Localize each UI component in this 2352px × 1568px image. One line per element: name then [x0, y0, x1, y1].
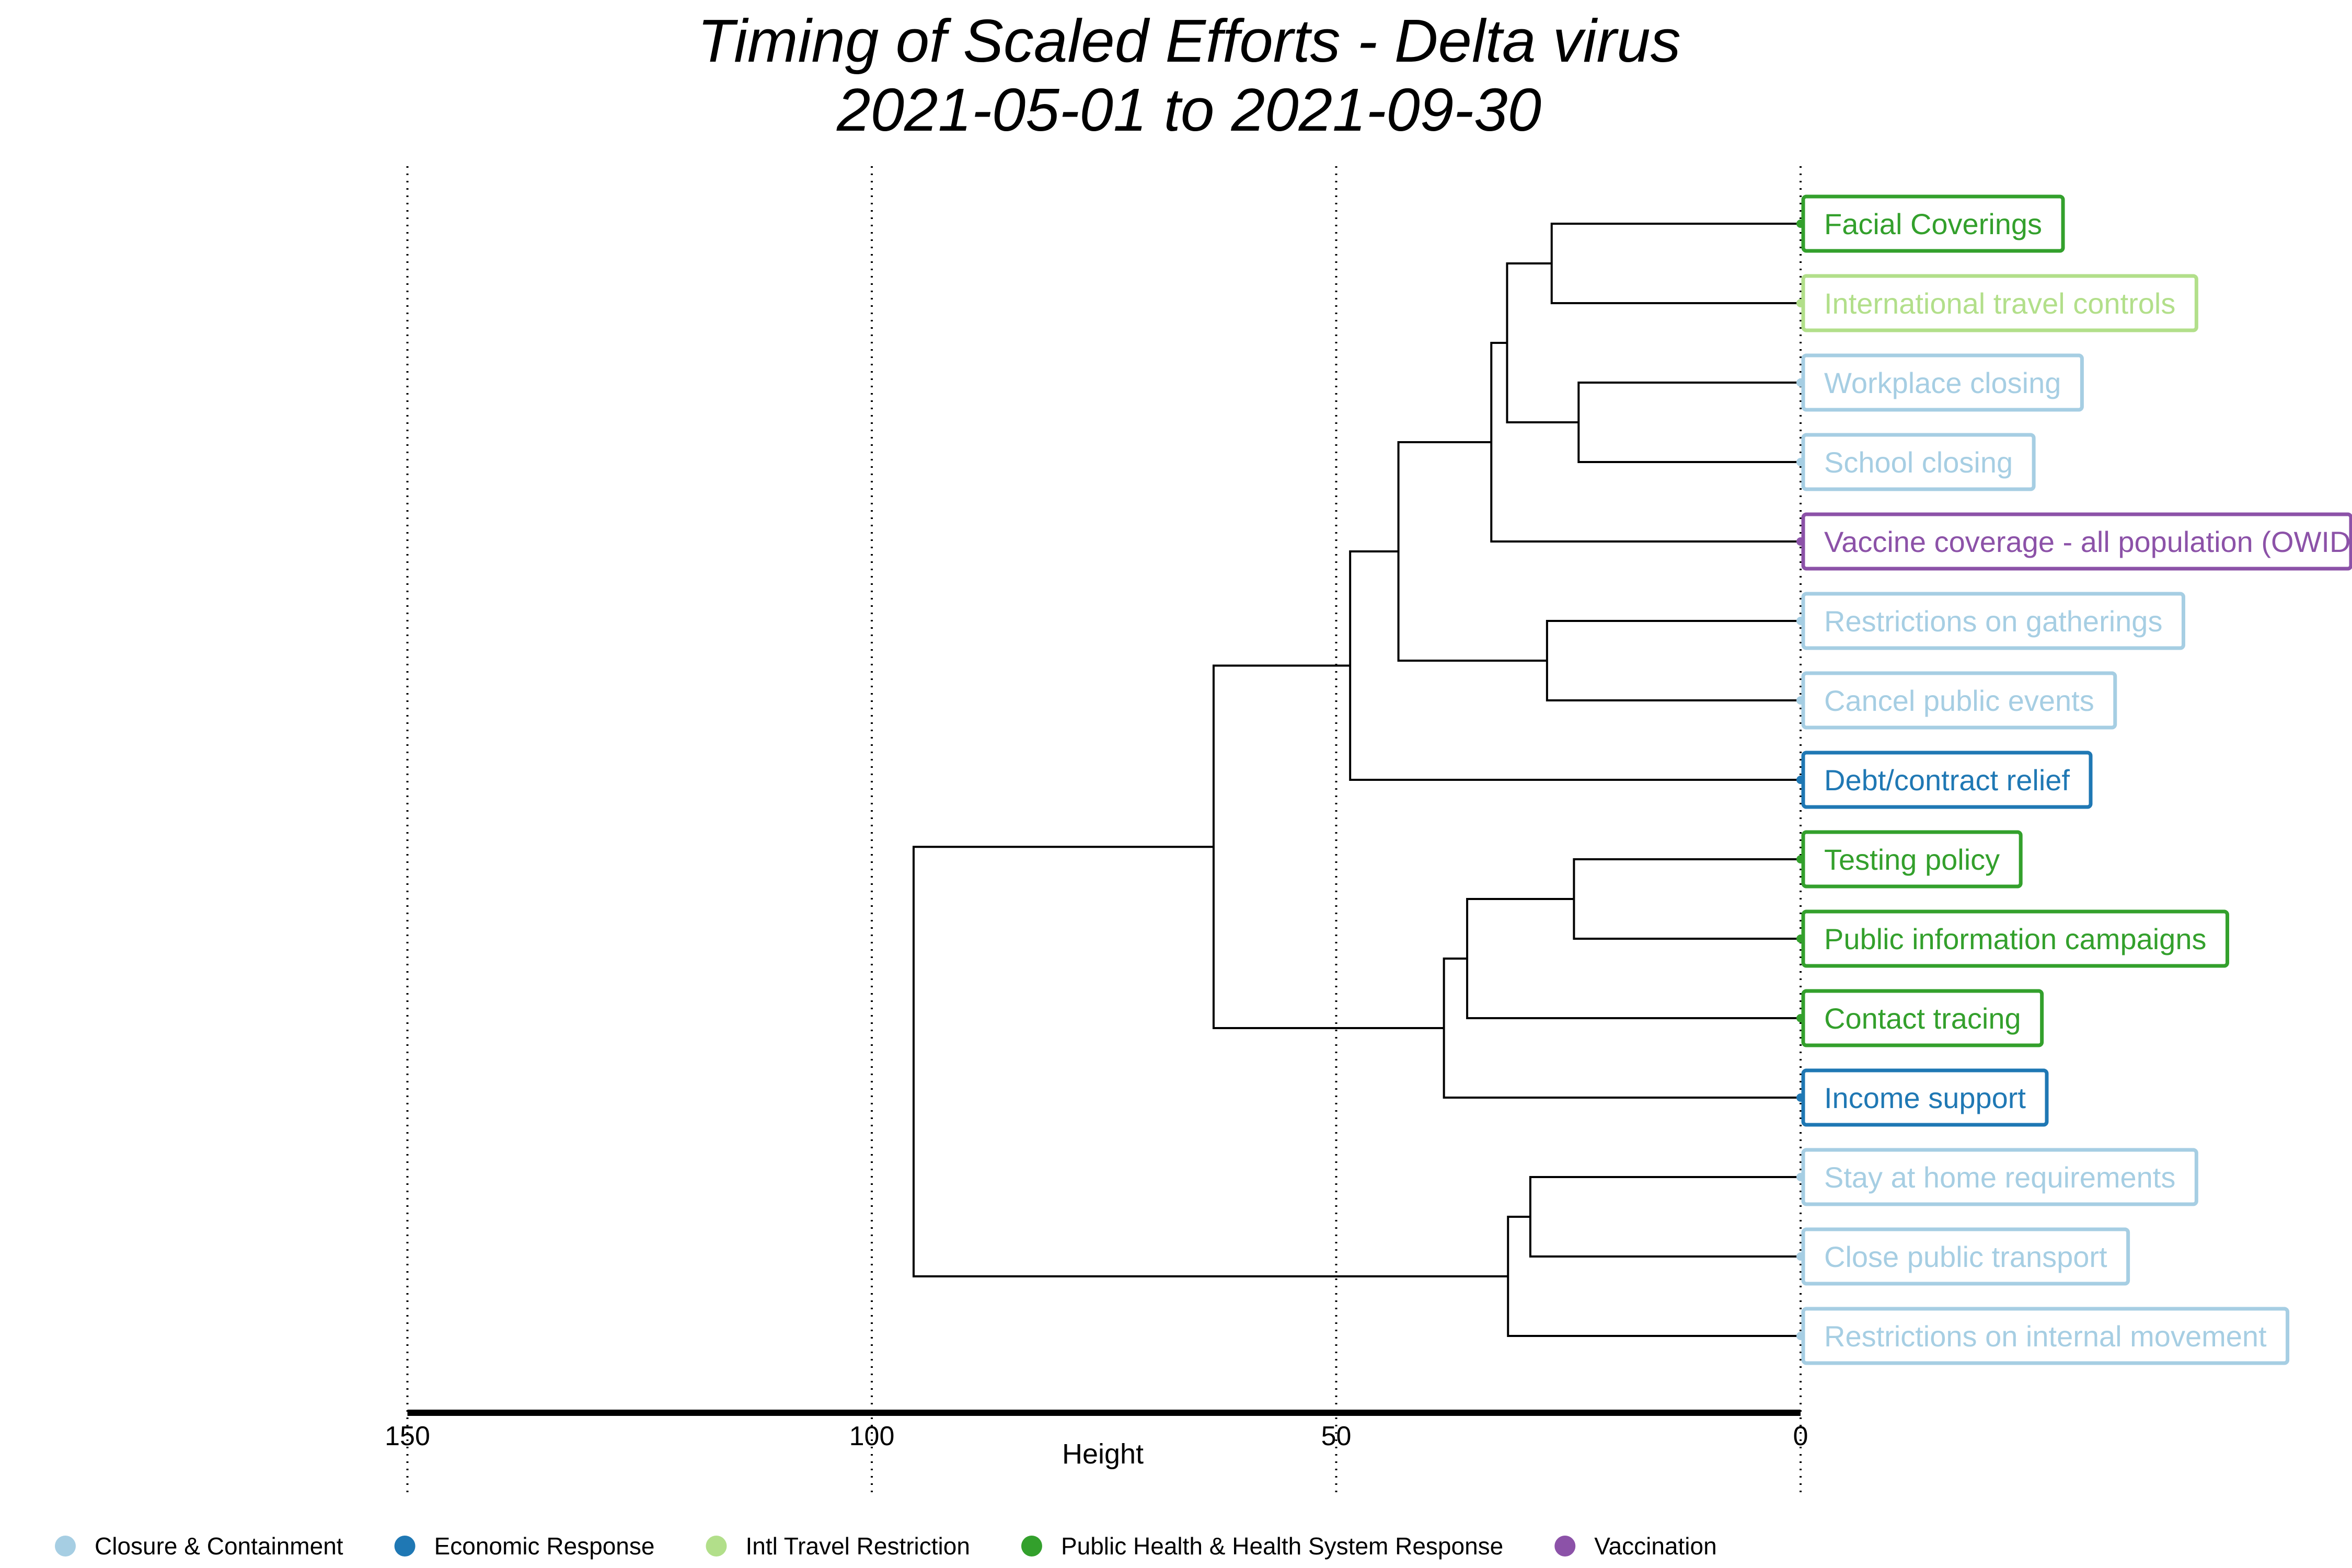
leaf-label-text: Cancel public events	[1824, 684, 2094, 717]
legend-swatch	[706, 1536, 727, 1557]
leaf-label-text: Stay at home requirements	[1824, 1161, 2175, 1194]
dendrogram-branch	[1550, 223, 1801, 304]
leaf-point	[1796, 696, 1805, 705]
leaf-label-text: Close public transport	[1824, 1240, 2107, 1273]
title-line-1: Timing of Scaled Efforts - Delta virus	[697, 7, 1680, 75]
axis-tick-label: 100	[849, 1421, 895, 1451]
leaf-label: Restrictions on gatherings	[1796, 592, 2185, 650]
leaf-label: Stay at home requirements	[1796, 1148, 2198, 1206]
leaf-point	[1796, 537, 1805, 546]
leaf-label-text: International travel controls	[1824, 287, 2175, 320]
dendrogram-branches	[912, 223, 1801, 1337]
dendrogram-branch	[1443, 958, 1801, 1099]
leaf-label: Workplace closing	[1796, 353, 2084, 412]
legend-label: Closure & Containment	[95, 1532, 343, 1560]
axis-tick-label: 50	[1321, 1421, 1352, 1451]
leaf-point	[1796, 1332, 1805, 1340]
leaf-point	[1796, 855, 1805, 863]
dendrogram-branch	[1212, 664, 1444, 1029]
leaf-label: Vaccine coverage - all population (OWID)	[1796, 512, 2352, 571]
legend-swatch	[1554, 1536, 1576, 1557]
leaf-label: Public information campaigns	[1796, 909, 2229, 968]
leaf-label-text: School closing	[1824, 446, 2013, 479]
axis-title: Height	[1062, 1438, 1144, 1470]
dendrogram-branch	[1397, 441, 1547, 662]
axis-tick-label: 150	[385, 1421, 430, 1451]
leaf-label: Cancel public events	[1796, 671, 2117, 730]
dendrogram-branch	[1546, 620, 1801, 701]
leaf-point	[1796, 776, 1805, 784]
dendrogram-branch	[1573, 858, 1801, 940]
leaf-label: Income support	[1796, 1068, 2049, 1127]
legend-swatch	[1021, 1536, 1042, 1557]
leaf-label-text: Income support	[1824, 1081, 2026, 1114]
leaf-label-text: Vaccine coverage - all population (OWID)	[1824, 525, 2352, 558]
dendrogram-branch	[1577, 382, 1801, 463]
leaf-point	[1796, 299, 1805, 307]
dendrogram-branch	[1490, 342, 1801, 543]
leaf-label: Contact tracing	[1796, 989, 2044, 1047]
leaf-point	[1796, 1173, 1805, 1181]
leaf-label-text: Restrictions on internal movement	[1824, 1320, 2267, 1353]
leaf-point	[1796, 1252, 1805, 1261]
leaf-label-text: Public information campaigns	[1824, 923, 2206, 955]
dendrogram-branch	[1466, 898, 1801, 1019]
legend-label: Economic Response	[434, 1532, 655, 1560]
axis-tick-label: 0	[1793, 1421, 1808, 1451]
leaf-labels: Facial Coverings International travel con…	[1796, 194, 2352, 1365]
leaf-label-text: Workplace closing	[1824, 366, 2061, 399]
leaf-label: Debt/contract relief	[1796, 751, 2093, 809]
leaf-label: Restrictions on internal movement	[1796, 1307, 2290, 1365]
title-line-2: 2021-05-01 to 2021-09-30	[836, 76, 1541, 144]
leaf-label-text: Contact tracing	[1824, 1002, 2021, 1035]
leaf-point	[1796, 458, 1805, 466]
height-axis: Height 150 100 50 0	[385, 1410, 1808, 1470]
legend-label: Vaccination	[1594, 1532, 1716, 1560]
leaf-label-text: Testing policy	[1824, 843, 2000, 876]
leaf-point	[1796, 1093, 1805, 1102]
leaf-label-text: Debt/contract relief	[1824, 764, 2070, 797]
dendrogram-branch	[912, 846, 1508, 1277]
leaf-point	[1796, 935, 1805, 943]
leaf-label-text: Facial Coverings	[1824, 207, 2042, 240]
leaf-label-text: Restrictions on gatherings	[1824, 605, 2162, 638]
leaf-label: School closing	[1796, 433, 2036, 491]
leaf-label: International travel controls	[1796, 274, 2198, 332]
leaf-label: Facial Coverings	[1796, 194, 2065, 253]
legend-label: Intl Travel Restriction	[745, 1532, 970, 1560]
chart-title: Timing of Scaled Efforts - Delta virus 2…	[697, 7, 1680, 144]
leaf-label: Testing policy	[1796, 830, 2023, 889]
leaf-label: Close public transport	[1796, 1227, 2130, 1286]
dendrogram-branch	[1349, 550, 1801, 781]
dendrogram-branch	[1506, 262, 1579, 423]
dendrogram-branch	[1507, 1216, 1801, 1337]
leaf-point	[1796, 1014, 1805, 1022]
legend-swatch	[55, 1536, 76, 1557]
legend: Closure & Containment Economic Response In…	[55, 1532, 1717, 1560]
vertical-gridlines	[406, 166, 1802, 1492]
legend-swatch	[394, 1536, 416, 1557]
legend-label: Public Health & Health System Response	[1061, 1532, 1503, 1560]
dendrogram-branch	[1529, 1176, 1801, 1258]
leaf-point	[1796, 617, 1805, 625]
leaf-point	[1796, 378, 1805, 387]
leaf-point	[1796, 220, 1805, 228]
